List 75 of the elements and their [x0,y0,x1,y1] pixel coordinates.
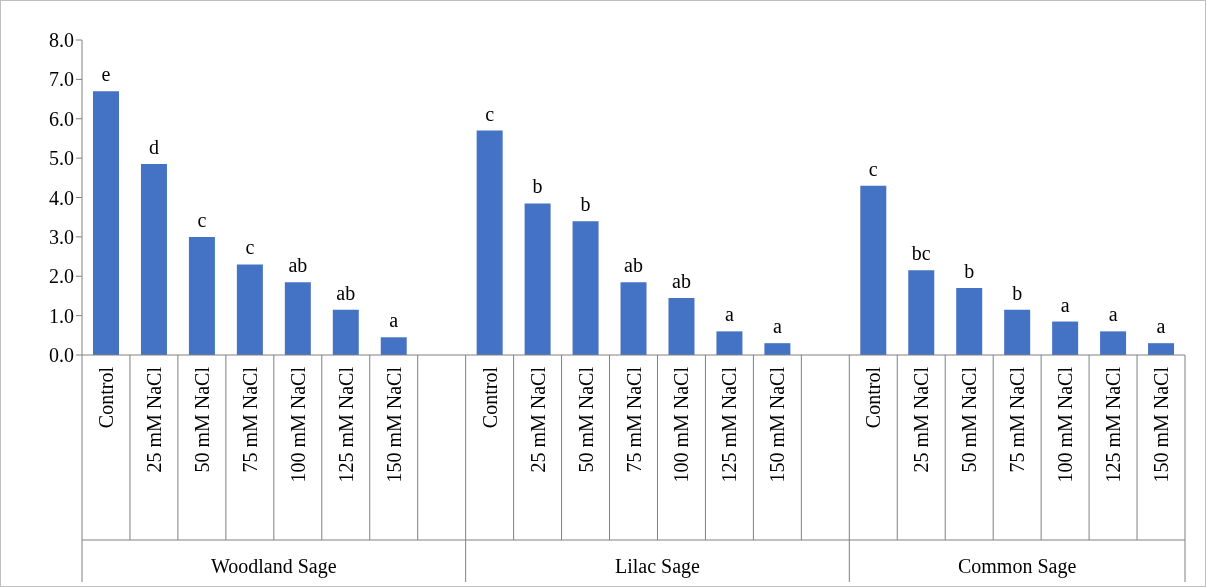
bar [236,264,263,355]
data-label: ab [672,269,691,292]
y-tick-label: 5.0 [49,147,74,170]
data-label: ab [336,281,356,304]
bar [572,221,599,355]
x-tick-label: 50 mM NaCl [958,366,981,473]
x-tick-label: 100 mM NaCl [670,366,693,483]
x-tick-label: 100 mM NaCl [286,366,309,483]
data-label: c [245,236,255,259]
bar [524,203,551,355]
data-label: ab [624,254,643,277]
data-label: a [1060,293,1070,316]
y-tick-label: 7.0 [49,68,74,91]
x-tick-label: 150 mM NaCl [1150,366,1173,483]
bar [1100,331,1127,355]
data-label: a [389,309,399,332]
bar [956,288,983,355]
bar [764,343,791,355]
bar [140,164,167,355]
bar [332,309,359,355]
data-label: c [485,102,495,125]
bar [380,337,407,355]
x-tick-label: 50 mM NaCl [574,366,597,473]
y-tick-label: 6.0 [49,107,74,130]
x-tick-label: 75 mM NaCl [622,366,645,473]
y-tick-label: 0.0 [49,344,74,367]
x-tick-label: Control [478,366,501,429]
x-tick-label: 125 mM NaCl [1102,366,1125,483]
bar [716,331,743,355]
bar [476,130,503,355]
data-label: a [1108,303,1118,326]
data-label: bc [911,242,931,265]
data-label: ab [288,254,308,277]
bar [188,236,215,355]
data-label: b [580,193,591,216]
bar [620,282,647,355]
text: Common Sage [957,555,1077,578]
y-tick-label: 8.0 [49,29,74,52]
x-tick-label: 100 mM NaCl [1054,366,1077,483]
x-tick-label: Control [94,366,117,429]
text: Lilac Sage [614,555,701,578]
x-tick-label: 75 mM NaCl [238,366,261,473]
data-label: a [724,303,734,326]
bar [860,185,887,355]
y-tick-label: 1.0 [49,304,74,327]
x-tick-label: 150 mM NaCl [382,366,405,483]
y-tick-label: 4.0 [49,186,74,209]
data-label: d [148,136,159,159]
data-label: e [101,63,111,86]
y-tick-label: 3.0 [49,225,74,248]
x-tick-label: 25 mM NaCl [526,366,549,473]
bar [908,270,935,355]
bar [284,282,311,355]
data-label: c [197,208,207,231]
x-tick-label: 75 mM NaCl [1006,366,1029,473]
bar [1052,321,1079,355]
x-tick-label: 25 mM NaCl [910,366,933,473]
y-tick-label: 2.0 [49,265,74,288]
x-tick-label: 125 mM NaCl [718,366,741,483]
data-label: a [772,315,782,338]
x-tick-label: 50 mM NaCl [190,366,213,473]
x-tick-label: 25 mM NaCl [142,366,165,473]
bar [1004,309,1031,355]
data-label: b [964,260,975,283]
x-tick-label: 150 mM NaCl [766,366,789,483]
data-label: b [532,175,543,198]
data-label: a [1156,315,1166,338]
data-label: b [1012,281,1023,304]
bar [668,297,695,355]
x-tick-label: Control [862,366,885,429]
x-tick-label: 125 mM NaCl [334,366,357,483]
bar [93,91,119,355]
text: Woodland Sage [211,555,337,578]
data-label: c [868,157,878,180]
bar [1148,343,1175,355]
